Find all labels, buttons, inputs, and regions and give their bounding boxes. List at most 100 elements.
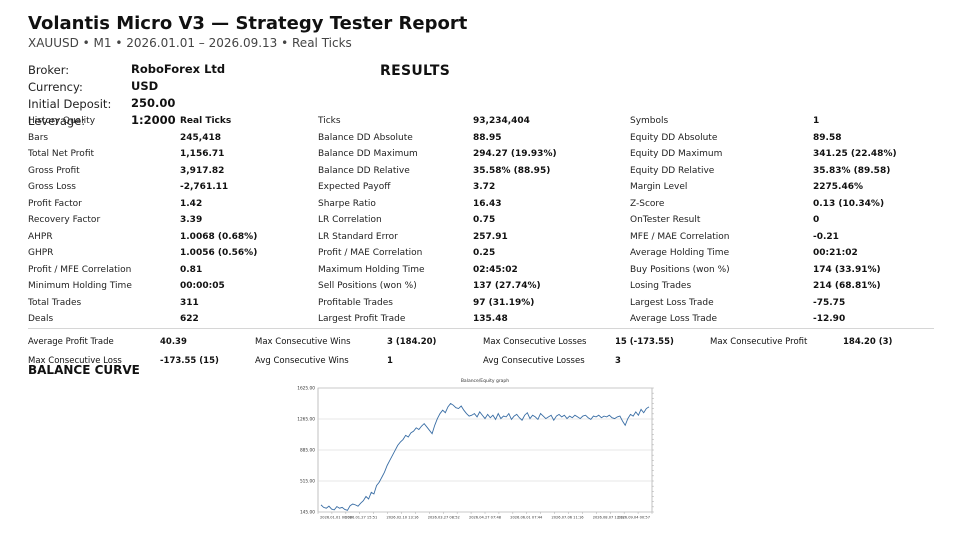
- metric-label: Balance DD Relative: [318, 165, 410, 176]
- metric-label: Margin Level: [630, 182, 688, 192]
- results-heading: RESULTS: [380, 63, 451, 79]
- metric-value: 35.83% (89.58): [813, 165, 891, 176]
- metric-value: 35.58% (88.95): [473, 165, 551, 176]
- leverage-value: 1:2000: [131, 113, 176, 127]
- metric-value: 341.25 (22.48%): [813, 149, 897, 159]
- results-row: Profit Factor 1.42 Sharpe Ratio 16.43 Z-Scor…: [0, 197, 960, 213]
- results-row: Total Trades 311 Profitable Trades 97 (31.1…: [0, 296, 960, 312]
- metric-label: Minimum Holding Time: [28, 281, 132, 291]
- metric-label: Balance DD Maximum: [318, 149, 418, 159]
- results-row: Gross Profit 3,917.82 Balance DD Relative 3…: [0, 164, 960, 180]
- balance-line: [320, 402, 650, 511]
- metric-value: 97 (31.19%): [473, 297, 535, 308]
- cons-label: Max Consecutive Losses: [483, 337, 587, 347]
- currency-value: USD: [131, 79, 159, 93]
- metric-value: 294.27 (19.93%): [473, 149, 557, 159]
- metric-value: 137 (27.74%): [473, 281, 541, 291]
- metric-label: Symbols: [630, 116, 669, 126]
- metric-label: Bars: [28, 132, 49, 143]
- report-title: Volantis Micro V3 — Strategy Tester Repo…: [28, 13, 468, 34]
- cons-label: Max Consecutive Profit: [710, 337, 808, 347]
- metric-value: -12.90: [813, 314, 846, 324]
- cons-value: 40.39: [160, 337, 187, 347]
- results-row: Profit / MFE Correlation 0.81 Maximum Hold…: [0, 263, 960, 279]
- y-tick-label: 515.00: [300, 479, 315, 485]
- metric-label: Equity DD Relative: [630, 165, 715, 176]
- deposit-label: Initial Deposit:: [28, 97, 112, 111]
- metric-value: 16.43: [473, 198, 502, 209]
- x-tick-label: 2026.01.01 00:00: [320, 516, 353, 520]
- metric-label: Largest Profit Trade: [318, 314, 406, 324]
- metric-label: Gross Loss: [28, 182, 76, 192]
- metric-label: Largest Loss Trade: [630, 297, 714, 308]
- metric-label: MFE / MAE Correlation: [630, 231, 730, 242]
- metric-value: 00:00:05: [180, 281, 225, 291]
- y-tick-label: 1625.00: [297, 386, 315, 392]
- metric-label: Losing Trades: [630, 281, 692, 291]
- results-row: Deals 622 Largest Profit Trade 135.48 Averag…: [0, 312, 960, 328]
- results-row: GHPR 1.0056 (0.56%) Profit / MAE Correlati…: [0, 246, 960, 262]
- x-tick-label: 2026.08.07 12:32: [593, 516, 625, 520]
- metric-label: Expected Payoff: [318, 182, 391, 192]
- metric-value: -0.21: [813, 231, 839, 242]
- metric-value: 174 (33.91%): [813, 264, 881, 275]
- leverage-label: Leverage:: [28, 114, 86, 128]
- metric-value: 93,234,404: [473, 116, 530, 126]
- metric-label: AHPR: [28, 231, 53, 242]
- metric-label: Z-Score: [630, 198, 665, 209]
- metric-value: -2,761.11: [180, 182, 229, 192]
- metric-value: 0.81: [180, 264, 203, 275]
- metric-value: 3,917.82: [180, 165, 225, 176]
- metric-label: Average Loss Trade: [630, 314, 718, 324]
- metric-value: 1.0068 (0.68%): [180, 231, 258, 242]
- metric-label: LR Standard Error: [318, 231, 398, 242]
- metric-value: 0.13 (10.34%): [813, 198, 885, 209]
- consecutive-row-2: Max Consecutive Loss -173.55 (15) Avg Co…: [0, 356, 960, 372]
- metric-value: 311: [180, 297, 199, 308]
- metric-label: Sharpe Ratio: [318, 198, 376, 209]
- balance-curve-heading: BALANCE CURVE: [28, 363, 140, 377]
- cons-value: 3: [615, 356, 621, 366]
- metric-label: Ticks: [318, 116, 341, 126]
- results-row: Gross Loss -2,761.11 Expected Payoff 3.72 Ma…: [0, 180, 960, 196]
- metric-value: 1,156.71: [180, 149, 225, 159]
- y-tick-label: 145.00: [300, 510, 315, 516]
- results-row: Total Net Profit 1,156.71 Balance DD Maxim…: [0, 147, 960, 163]
- metric-value: 1: [813, 116, 820, 126]
- results-row: AHPR 1.0068 (0.68%) LR Standard Error 257.9…: [0, 230, 960, 246]
- section-divider: [28, 328, 934, 329]
- metric-value: 0.25: [473, 248, 496, 258]
- cons-value: 3 (184.20): [387, 337, 437, 347]
- metric-label: Gross Profit: [28, 165, 80, 176]
- cons-value: 15 (-173.55): [615, 337, 674, 347]
- metric-label: Maximum Holding Time: [318, 264, 425, 275]
- broker-label: Broker:: [28, 63, 70, 77]
- metric-label: Deals: [28, 314, 54, 324]
- y-tick-label: 1265.00: [297, 417, 315, 423]
- metric-label: Buy Positions (won %): [630, 264, 730, 275]
- cons-label: Avg Consecutive Losses: [483, 356, 585, 366]
- x-tick-label: 2026.04.27 07:48: [469, 516, 502, 520]
- broker-value: RoboForex Ltd: [131, 62, 226, 76]
- metric-label: Profit Factor: [28, 198, 82, 209]
- x-tick-label: 2026.09.04 00:57: [618, 516, 650, 520]
- metric-value: 135.48: [473, 314, 508, 324]
- x-tick-label: 2026.07.06 11:16: [551, 516, 584, 520]
- metric-label: Recovery Factor: [28, 215, 101, 225]
- metric-label: Profitable Trades: [318, 297, 393, 308]
- x-tick-label: 2026.03.27 08:52: [428, 516, 460, 520]
- metric-label: Equity DD Maximum: [630, 149, 723, 159]
- currency-label: Currency:: [28, 80, 83, 94]
- metric-value: -75.75: [813, 297, 846, 308]
- metric-value: 257.91: [473, 231, 508, 242]
- metric-value: 214 (68.81%): [813, 281, 881, 291]
- chart-title: Balance/Equity graph: [461, 378, 509, 384]
- metric-value: 00:21:02: [813, 248, 858, 258]
- metric-label: Equity DD Absolute: [630, 132, 718, 143]
- metric-value: 3.39: [180, 215, 203, 225]
- metric-label: Total Net Profit: [28, 149, 95, 159]
- metric-label: Sell Positions (won %): [318, 281, 417, 291]
- metric-label: LR Correlation: [318, 215, 382, 225]
- balance-chart-svg: Balance/Equity graph 1625.00 1265.00 885.00…: [297, 378, 654, 520]
- metric-value: Real Ticks: [180, 116, 232, 126]
